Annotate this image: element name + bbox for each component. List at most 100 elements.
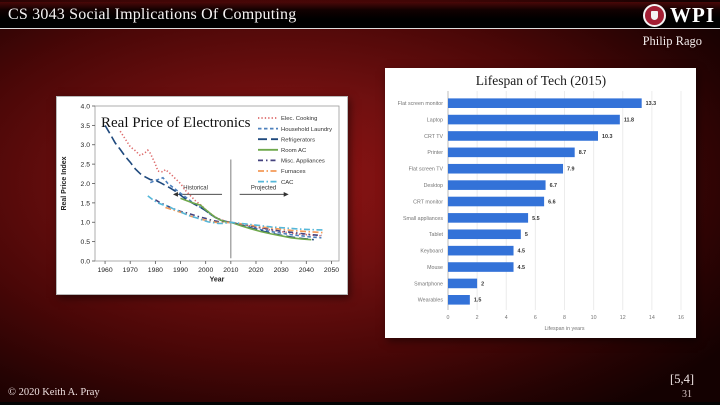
bar-printer [448,147,575,158]
slide-title: CS 3043 Social Implications Of Computing [8,6,297,23]
real-price-of-electronics-chart: 0.0 0.5 1.0 1.5 2.0 2.5 3.0 3.5 4.0 1960 1970 1980 1… [61,103,340,284]
category-label: Printer [427,150,443,156]
lifespan-of-tech-chart: Flat screen monitor 13.3 Laptop 11.8 CRT TV 1… [398,73,684,332]
copyright: © 2020 Keith A. Pray [8,387,100,398]
bar-wearables [448,295,470,305]
category-label: Flat screen monitor [398,101,444,107]
chart-title: Lifespan of Tech (2015) [476,73,606,88]
wpi-logo: WPI [643,2,715,28]
svg-text:2010: 2010 [223,267,238,274]
svg-text:0.5: 0.5 [81,239,91,246]
legend-label: Household Laundry [281,127,332,133]
bar-laptop [448,114,620,125]
category-label: Desktop [424,183,443,189]
category-label: Wearables [418,298,444,304]
svg-text:2: 2 [476,315,479,321]
legend-label: Refrigerators [281,137,315,143]
value-label: 2 [481,281,484,287]
svg-text:16: 16 [678,315,684,321]
legend-label: Elec. Cooking [281,116,317,122]
bar-mouse [448,262,514,272]
left-arrowhead-icon [172,191,178,197]
svg-text:2.5: 2.5 [81,162,91,169]
category-label: Smartphone [414,281,443,287]
right-arrowhead-icon [283,191,289,197]
svg-text:3.0: 3.0 [81,142,91,149]
value-label: 6.6 [548,199,556,205]
value-label: 6.7 [550,183,558,189]
title-bar: CS 3043 Social Implications Of Computing [0,2,720,29]
wpi-seal-icon [643,3,666,27]
real-price-chart-panel: 0.0 0.5 1.0 1.5 2.0 2.5 3.0 3.5 4.0 1960 1970 1980 1… [56,96,348,295]
category-label: CRT TV [424,134,443,140]
svg-text:2040: 2040 [299,267,314,274]
svg-text:6: 6 [534,315,537,321]
page-number: 31 [682,389,692,400]
value-label: 5.5 [532,216,540,222]
bar-tablet [448,229,521,240]
bar-small-appliances [448,213,529,223]
svg-text:2000: 2000 [198,267,213,274]
category-label: CRT monitor [413,199,443,205]
chart-title: Real Price of Electronics [101,115,251,131]
svg-text:4.0: 4.0 [81,103,91,110]
series-furnaces [165,206,324,234]
lifespan-chart-panel: Flat screen monitor 13.3 Laptop 11.8 CRT TV 1… [385,68,696,338]
svg-text:1.5: 1.5 [81,200,91,207]
bottom-strip [0,402,720,405]
legend-label: Room AC [281,148,307,154]
svg-text:2020: 2020 [248,267,263,274]
svg-text:14: 14 [649,315,655,321]
category-label: Keyboard [420,249,443,255]
svg-text:3.5: 3.5 [81,123,91,130]
svg-text:1990: 1990 [173,267,188,274]
svg-text:2050: 2050 [324,267,339,274]
svg-text:4: 4 [505,315,508,321]
historical-label: Historical [183,186,208,192]
value-label: 13.3 [646,101,657,107]
wpi-seal-shield-icon [651,10,658,20]
svg-text:2030: 2030 [274,267,289,274]
bar-smartphone [448,278,478,289]
bar-flat-screen-monitor [448,98,642,108]
legend-label: CAC [281,180,294,186]
svg-text:1970: 1970 [123,267,138,274]
svg-text:12: 12 [620,315,626,321]
value-label: 5 [525,232,528,238]
wpi-logo-text: WPI [670,2,715,27]
category-label: Flat screen TV [409,167,444,173]
svg-text:10: 10 [591,315,597,321]
series-misc-appliances [154,199,322,237]
value-label: 10.3 [602,134,613,140]
category-label: Tablet [429,232,444,238]
svg-text:1980: 1980 [148,267,163,274]
svg-text:1.0: 1.0 [81,220,91,227]
bar-keyboard [448,245,514,256]
bar-flat-screen-tv [448,163,564,174]
value-label: 4.5 [518,265,526,271]
bar-crt-monitor [448,196,545,207]
author-name: Philip Rago [642,34,702,48]
x-axis-label: Year [210,277,225,284]
bar-desktop [448,180,546,190]
category-label: Small appliances [403,216,443,222]
svg-text:0.0: 0.0 [81,258,91,265]
value-label: 8.7 [579,150,587,156]
value-label: 11.8 [624,117,634,123]
legend-label: Misc. Appliances [281,159,325,165]
value-label: 1.5 [474,298,482,304]
svg-text:1960: 1960 [97,267,112,274]
x-axis-label: Lifespan in years [544,326,584,332]
series-cac [147,195,324,231]
category-label: Mouse [427,265,443,271]
svg-text:8: 8 [563,315,566,321]
projected-label: Projected [251,186,276,192]
legend-label: Furnaces [281,169,306,175]
y-axis-label: Real Price Index [61,156,68,210]
value-label: 7.9 [567,167,575,173]
svg-text:0: 0 [447,315,450,321]
citation: [5,4] [670,372,694,386]
value-label: 4.5 [518,249,526,255]
bar-crt-tv [448,131,598,141]
